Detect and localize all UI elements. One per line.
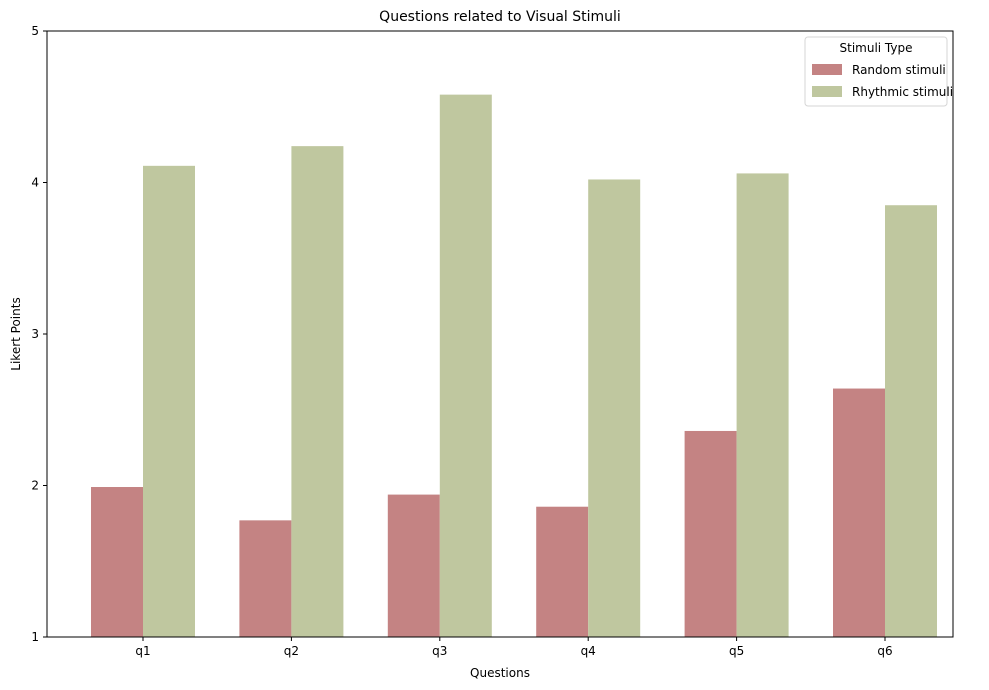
x-tick-label-q2: q2 xyxy=(284,644,299,658)
y-axis: 1 2 3 4 5 xyxy=(31,24,47,644)
bar-rhythmic-q4 xyxy=(588,179,641,637)
legend-label-random: Random stimuli xyxy=(852,63,946,77)
bar-random-q6 xyxy=(833,388,885,637)
legend-label-rhythmic: Rhythmic stimuli xyxy=(852,85,953,99)
plot-frame-fill xyxy=(47,31,953,637)
chart-title: Questions related to Visual Stimuli xyxy=(379,9,621,25)
plot-area xyxy=(46,30,954,638)
x-tick-label-q5: q5 xyxy=(729,644,744,658)
x-tick-label-q6: q6 xyxy=(877,644,892,658)
x-tick-label-q3: q3 xyxy=(432,644,447,658)
legend-title: Stimuli Type xyxy=(840,41,913,55)
x-tick-label-q4: q4 xyxy=(581,644,596,658)
legend-swatch-rhythmic xyxy=(812,86,842,97)
x-tick-label-q1: q1 xyxy=(135,644,150,658)
bars-group xyxy=(91,94,937,637)
bar-rhythmic-q6 xyxy=(885,205,937,637)
bar-rhythmic-q5 xyxy=(736,173,789,637)
legend: Stimuli Type Random stimuli Rhythmic sti… xyxy=(804,36,953,107)
bar-random-q1 xyxy=(91,487,143,637)
legend-swatch-random xyxy=(812,64,842,75)
bar-random-q5 xyxy=(684,430,737,637)
y-tick-label-2: 2 xyxy=(31,479,39,493)
bar-rhythmic-q3 xyxy=(439,94,492,637)
bar-random-q4 xyxy=(536,506,589,637)
y-axis-label: Likert Points xyxy=(9,297,23,370)
bar-random-q2 xyxy=(239,520,292,637)
x-axis-label: Questions xyxy=(470,666,530,680)
y-tick-label-1: 1 xyxy=(31,630,39,644)
x-axis: q1 q2 q3 q4 q5 q6 xyxy=(135,637,893,658)
y-tick-label-5: 5 xyxy=(31,24,39,38)
bar-rhythmic-q2 xyxy=(291,146,344,637)
y-tick-label-4: 4 xyxy=(31,176,39,190)
bar-rhythmic-q1 xyxy=(143,165,195,637)
y-tick-label-3: 3 xyxy=(31,327,39,341)
bar-random-q3 xyxy=(387,494,440,637)
